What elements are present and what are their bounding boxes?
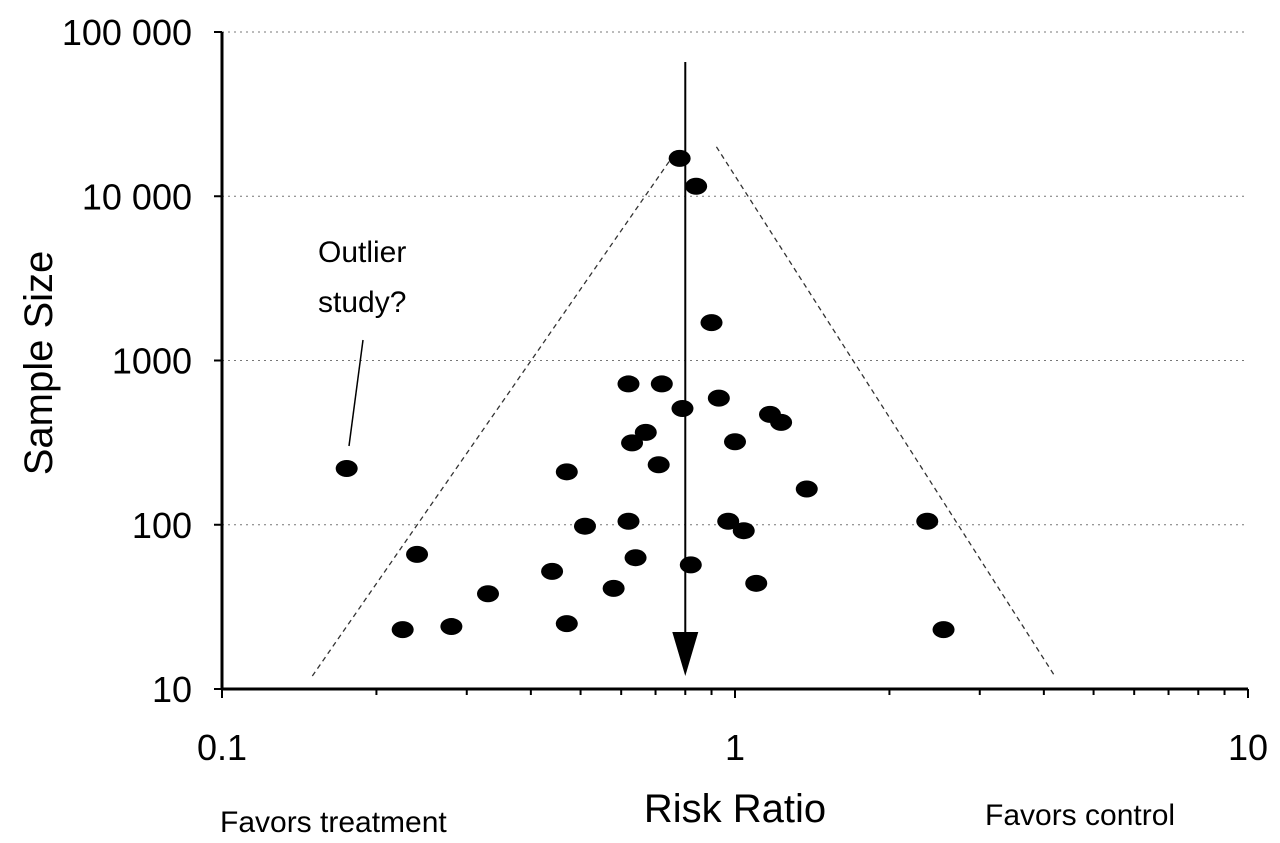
data-point: [732, 522, 755, 540]
y-tick-label: 10 000: [82, 176, 192, 217]
data-point: [916, 512, 939, 530]
data-point: [555, 615, 578, 633]
x-tick-label: 0.1: [197, 727, 247, 768]
gridlines: [222, 31, 1248, 526]
data-point: [770, 413, 793, 431]
y-tick-label: 1000: [112, 341, 192, 382]
data-point: [671, 400, 694, 418]
x-tick-label: 10: [1228, 727, 1268, 768]
data-point: [617, 512, 640, 530]
data-point: [541, 562, 564, 580]
outlier-annotation: Outlier study?: [318, 236, 406, 319]
data-points: [335, 149, 955, 639]
annotation-line: study?: [318, 286, 406, 319]
data-point: [602, 579, 625, 597]
data-point: [391, 621, 414, 639]
data-point: [717, 512, 740, 530]
data-point: [707, 389, 730, 407]
data-point: [745, 574, 768, 592]
data-point: [647, 456, 670, 474]
data-point: [555, 463, 578, 481]
y-tick-label: 100: [132, 505, 192, 546]
funnel-right-line: [715, 146, 1056, 677]
axes: [214, 31, 1249, 698]
y-tick-label: 100 000: [62, 12, 192, 53]
data-point: [624, 549, 647, 567]
favors-treatment-label: Favors treatment: [220, 806, 447, 839]
favors-control-label: Favors control: [985, 799, 1175, 832]
data-point: [617, 375, 640, 393]
x-axis-title: Risk Ratio: [644, 787, 826, 831]
data-point: [700, 314, 723, 332]
data-point: [406, 545, 429, 563]
data-point: [668, 149, 691, 167]
y-tick-label: 10: [152, 669, 192, 710]
y-axis-title: Sample Size: [17, 251, 61, 476]
data-point: [440, 618, 463, 636]
annotation-line: Outlier: [318, 236, 406, 269]
reference-arrowhead: [672, 632, 699, 676]
data-point: [476, 585, 499, 603]
data-point: [650, 375, 673, 393]
data-point: [795, 480, 818, 498]
data-point: [685, 177, 708, 195]
data-point: [679, 556, 702, 574]
tick-labels: 10 100 1000 10 000 100 000 0.1 1 10: [62, 12, 1268, 768]
data-point: [724, 433, 746, 451]
funnel-left-line: [311, 150, 678, 677]
x-tick-label: 1: [725, 727, 745, 768]
data-point: [621, 434, 644, 452]
data-point: [573, 517, 596, 535]
outlier-pointer-line: [348, 339, 364, 447]
data-point: [335, 460, 358, 478]
data-point: [634, 423, 657, 441]
funnel-lines: [311, 146, 1056, 677]
data-point: [932, 621, 955, 639]
